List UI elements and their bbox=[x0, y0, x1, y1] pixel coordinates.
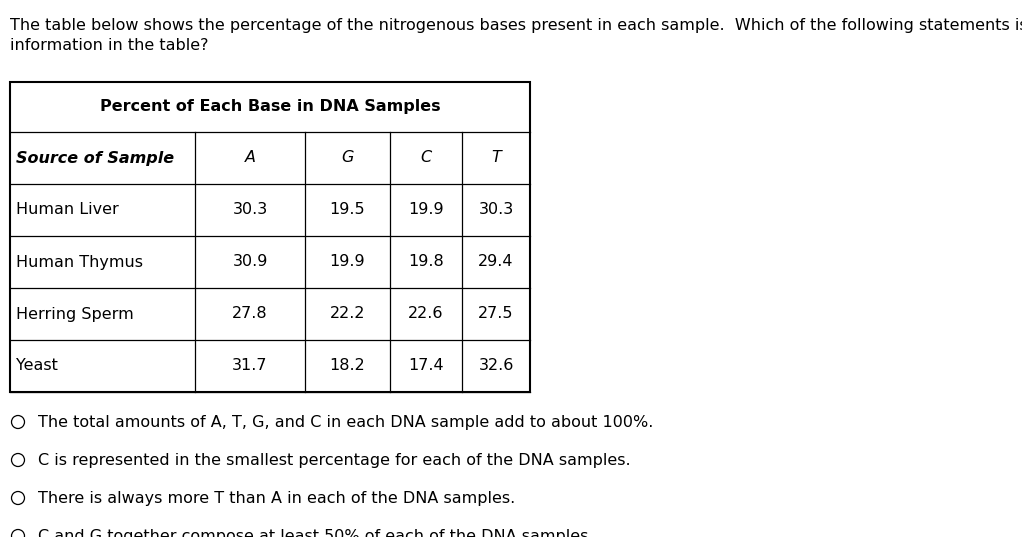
Text: G: G bbox=[341, 150, 354, 165]
Text: The table below shows the percentage of the nitrogenous bases present in each sa: The table below shows the percentage of … bbox=[10, 18, 1022, 33]
Text: 32.6: 32.6 bbox=[478, 359, 514, 374]
Text: information in the table?: information in the table? bbox=[10, 38, 208, 53]
Text: Source of Sample: Source of Sample bbox=[16, 150, 174, 165]
Text: 30.3: 30.3 bbox=[478, 202, 514, 217]
Text: 17.4: 17.4 bbox=[408, 359, 444, 374]
Text: 27.8: 27.8 bbox=[232, 307, 268, 322]
Text: 19.5: 19.5 bbox=[330, 202, 365, 217]
Text: Human Thymus: Human Thymus bbox=[16, 255, 143, 270]
Text: 18.2: 18.2 bbox=[330, 359, 366, 374]
Text: The total amounts of A, T, G, and C in each DNA sample add to about 100%.: The total amounts of A, T, G, and C in e… bbox=[38, 415, 653, 430]
Text: 29.4: 29.4 bbox=[478, 255, 514, 270]
Text: 22.6: 22.6 bbox=[408, 307, 444, 322]
Text: There is always more T than A in each of the DNA samples.: There is always more T than A in each of… bbox=[38, 490, 515, 505]
Text: 19.9: 19.9 bbox=[330, 255, 365, 270]
Text: 27.5: 27.5 bbox=[478, 307, 514, 322]
Text: 22.2: 22.2 bbox=[330, 307, 365, 322]
Bar bbox=[10, 82, 530, 392]
Text: 30.9: 30.9 bbox=[232, 255, 268, 270]
Text: Human Liver: Human Liver bbox=[16, 202, 119, 217]
Text: C and G together compose at least 50% of each of the DNA samples.: C and G together compose at least 50% of… bbox=[38, 528, 594, 537]
Text: C is represented in the smallest percentage for each of the DNA samples.: C is represented in the smallest percent… bbox=[38, 453, 631, 468]
Text: Herring Sperm: Herring Sperm bbox=[16, 307, 134, 322]
Text: 31.7: 31.7 bbox=[232, 359, 268, 374]
Text: C: C bbox=[420, 150, 431, 165]
Text: 19.8: 19.8 bbox=[408, 255, 444, 270]
Text: T: T bbox=[492, 150, 501, 165]
Text: A: A bbox=[244, 150, 256, 165]
Text: Percent of Each Base in DNA Samples: Percent of Each Base in DNA Samples bbox=[100, 99, 440, 114]
Text: 30.3: 30.3 bbox=[232, 202, 268, 217]
Text: Yeast: Yeast bbox=[16, 359, 58, 374]
Text: 19.9: 19.9 bbox=[408, 202, 444, 217]
